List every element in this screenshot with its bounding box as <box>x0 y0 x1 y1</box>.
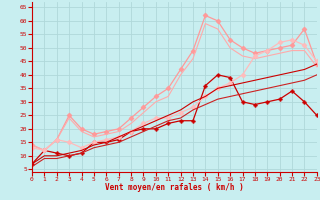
X-axis label: Vent moyen/en rafales ( km/h ): Vent moyen/en rafales ( km/h ) <box>105 183 244 192</box>
